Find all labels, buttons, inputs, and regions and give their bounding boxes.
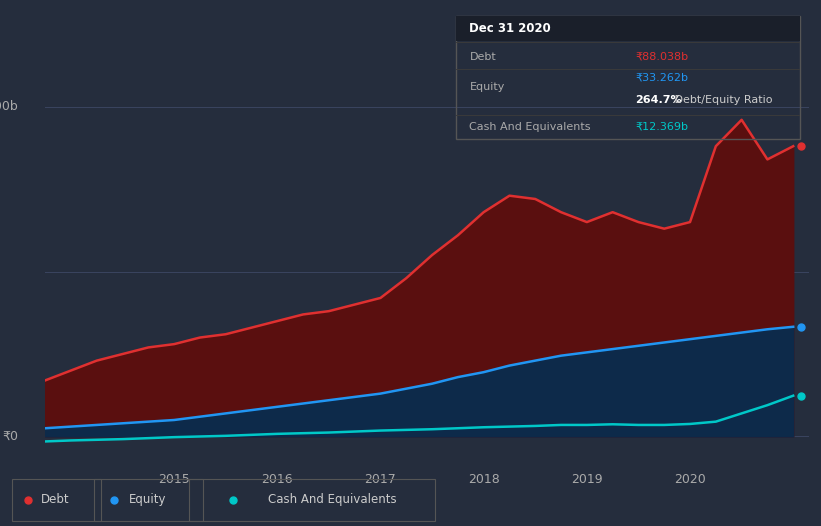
Bar (456, 16, 800, 41)
Text: Debt: Debt (41, 493, 69, 506)
Text: Cash And Equivalents: Cash And Equivalents (470, 122, 591, 132)
Text: Debt/Equity Ratio: Debt/Equity Ratio (672, 95, 773, 105)
Text: Dec 31 2020: Dec 31 2020 (470, 22, 551, 35)
Text: Debt: Debt (470, 52, 496, 62)
Text: ₹33.262b: ₹33.262b (635, 73, 688, 83)
Text: ₹88.038b: ₹88.038b (635, 52, 688, 62)
Text: Equity: Equity (470, 83, 505, 93)
Text: 264.7%: 264.7% (635, 95, 681, 105)
Text: Equity: Equity (129, 493, 167, 506)
Text: ₹12.369b: ₹12.369b (635, 122, 688, 132)
Text: Cash And Equivalents: Cash And Equivalents (268, 493, 397, 506)
Text: ₹0: ₹0 (2, 430, 18, 443)
Text: ₹100b: ₹100b (0, 100, 18, 113)
